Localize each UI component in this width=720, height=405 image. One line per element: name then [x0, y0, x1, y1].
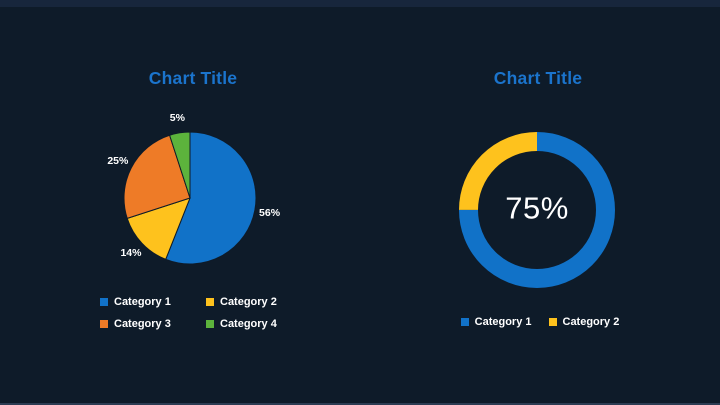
pie-slice-label: 14%	[120, 247, 142, 260]
legend-label: Category 1	[114, 296, 171, 308]
donut-segment	[459, 132, 615, 288]
legend-label: Category 4	[220, 318, 277, 330]
legend-swatch	[100, 320, 108, 328]
legend-swatch	[460, 318, 469, 326]
pie-legend: Category 1 Category 2 Category 3 Category 4	[100, 296, 320, 340]
pie-slice	[123, 134, 191, 220]
legend-label: Category 1	[474, 316, 532, 328]
pie-slice-label: 56%	[259, 207, 281, 220]
legend-item: Category 1	[100, 296, 206, 308]
legend-swatch	[548, 318, 557, 326]
pie-slice	[168, 131, 191, 199]
legend-item: Category 2	[548, 316, 620, 328]
pie-slice-label: 25%	[107, 155, 129, 168]
legend-swatch	[100, 298, 108, 306]
legend-item: Category 3	[100, 318, 206, 330]
legend-swatch	[206, 320, 214, 328]
legend-label: Category 2	[220, 296, 277, 308]
legend-label: Category 3	[114, 318, 171, 330]
legend-item: Category 1	[460, 316, 532, 328]
legend-swatch	[206, 298, 214, 306]
pie-chart-title: Chart Title	[148, 68, 238, 88]
legend-item: Category 4	[206, 318, 312, 330]
legend-label: Category 2	[562, 316, 620, 328]
pie-slice	[165, 131, 257, 265]
bottom-accent-stripe	[0, 403, 720, 405]
donut-chart-title: Chart Title	[493, 68, 583, 88]
donut-legend: Category 1 Category 2	[435, 316, 645, 328]
top-accent-stripe	[0, 0, 720, 7]
pie-slice-label: 5%	[169, 111, 185, 124]
donut-center-value: 75%	[505, 190, 569, 226]
legend-item: Category 2	[206, 296, 312, 308]
